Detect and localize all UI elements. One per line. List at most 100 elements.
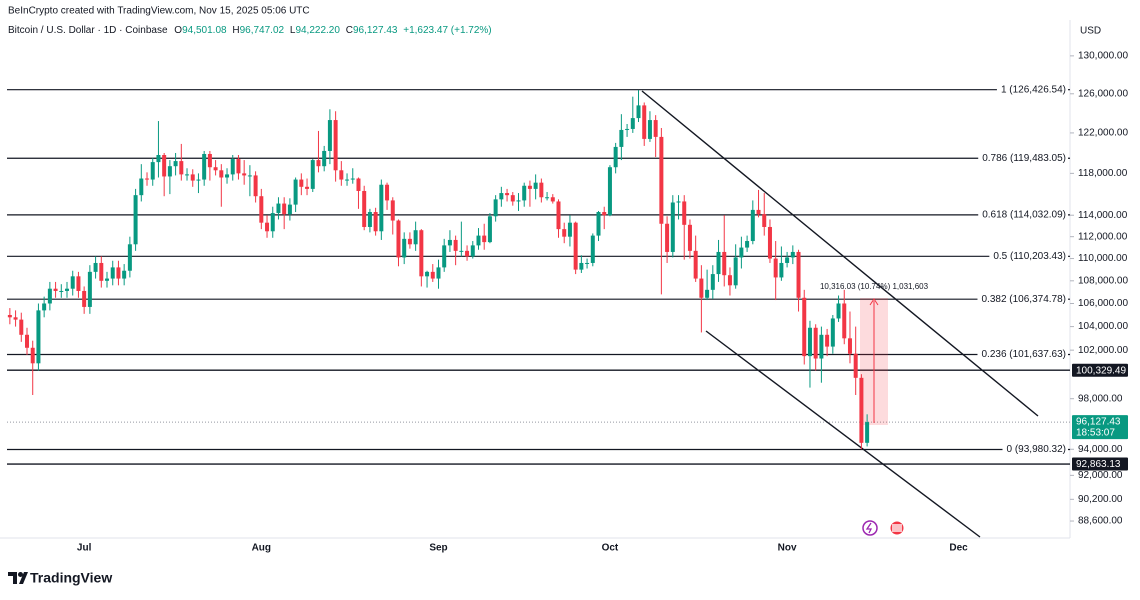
candle-body: [179, 161, 184, 175]
candle-body: [487, 216, 492, 243]
candle-body: [659, 136, 664, 224]
candle-body: [539, 182, 544, 198]
candle-body: [47, 288, 52, 304]
ohlc-value: 96,747.02: [240, 25, 285, 36]
candle-body: [185, 174, 190, 176]
ohlc-value: 94,501.08: [182, 25, 227, 36]
candle-body: [282, 203, 287, 215]
candle-body: [270, 213, 275, 232]
candle-body: [390, 200, 395, 221]
credit: BeInCrypto created with TradingView.com,…: [8, 6, 310, 17]
candle-body: [573, 222, 578, 270]
candle-body: [567, 222, 572, 237]
logo-text: TradingView: [30, 570, 112, 586]
candle-body: [585, 262, 590, 264]
candle-body: [225, 174, 230, 178]
logo: TradingView: [8, 570, 112, 586]
ohlc-key: L: [290, 25, 296, 36]
candle-body: [293, 179, 298, 205]
plot-area: 10,316.03 (10.74%) 1,031,603 1 (126,426.…: [7, 84, 1070, 538]
candle-body: [630, 118, 635, 129]
candle-body: [65, 288, 70, 291]
candle-body: [642, 105, 647, 139]
fib-label: 0.618 (114,032.09): [982, 210, 1066, 221]
candle-body: [522, 185, 527, 201]
candle-body: [13, 317, 18, 320]
candle-body: [310, 160, 315, 189]
label-bg: [977, 293, 1068, 305]
candle-body: [476, 235, 481, 246]
candle-body: [419, 230, 424, 277]
candle-body: [510, 195, 515, 202]
y-tick-label: 92,000.00: [1078, 470, 1123, 481]
candle-body: [367, 212, 372, 227]
y-tick-label: 102,000.00: [1078, 345, 1128, 356]
y-tick-label: 130,000.00: [1078, 51, 1128, 62]
fib-label: 0.786 (119,483.05): [982, 153, 1066, 164]
candle-body: [150, 162, 155, 180]
candle-body: [596, 212, 601, 236]
candle-body: [173, 161, 178, 167]
candle-body: [362, 190, 367, 227]
fib-label: 0.382 (106,374.78): [981, 294, 1066, 305]
candle-body: [145, 178, 150, 180]
ohlc-key: O: [174, 25, 182, 36]
label-bg: [978, 209, 1068, 221]
candle-body: [602, 212, 607, 216]
candle-body: [59, 290, 64, 292]
candle-body: [853, 353, 858, 378]
channel-upper: [641, 90, 1039, 417]
logo-mark: [8, 572, 28, 584]
event-icon-glyph: [865, 522, 873, 534]
candle-body: [859, 377, 864, 443]
candle-body: [796, 251, 801, 298]
candle-body: [465, 250, 470, 257]
candle-body: [790, 251, 795, 258]
candle-body: [327, 120, 332, 151]
logo-mark: [18, 572, 23, 577]
candle-body: [396, 220, 401, 258]
y-tick-label: 126,000.00: [1078, 88, 1128, 99]
candle-body: [122, 270, 127, 279]
fib-label: 0 (93,980.32): [1007, 444, 1067, 455]
candle-body: [807, 327, 812, 357]
candle-body: [733, 257, 738, 286]
candle-body: [167, 166, 172, 177]
candle-body: [407, 238, 412, 245]
candle-body: [190, 174, 195, 181]
last-price-label: 96,127.43: [1076, 417, 1121, 428]
candle-body: [825, 334, 830, 347]
last-price-box: [1072, 415, 1128, 440]
candle-body: [316, 160, 321, 167]
y-tick-label: 104,000.00: [1078, 321, 1128, 332]
event-icon-glyph: [892, 524, 902, 532]
candle-body: [19, 319, 24, 335]
candle-body: [287, 204, 292, 215]
candle-body: [196, 179, 201, 181]
x-tick-label: Oct: [602, 543, 619, 554]
candle-body: [25, 334, 30, 348]
candle-body: [613, 146, 618, 168]
candle-body: [202, 153, 207, 180]
ohlc-value: 94,222.20: [295, 25, 340, 36]
candle-body: [625, 128, 630, 130]
label-bg: [977, 349, 1068, 361]
event-icon[interactable]: [862, 520, 878, 536]
candle-body: [276, 203, 281, 214]
candle-body: [87, 271, 92, 307]
candle-body: [236, 159, 241, 174]
y-tick-label: 118,000.00: [1078, 168, 1128, 179]
price-box: [1072, 457, 1128, 471]
candle-body: [499, 193, 504, 200]
candle-body: [447, 239, 452, 246]
candle-body: [545, 197, 550, 199]
candle-body: [259, 196, 264, 223]
candle-body: [579, 262, 584, 270]
candle-body: [847, 338, 852, 354]
ohlc-value: 96,127.43: [353, 25, 398, 36]
x-tick-label: Nov: [778, 543, 797, 554]
candle-body: [762, 214, 767, 227]
currency: USD: [1080, 26, 1101, 37]
